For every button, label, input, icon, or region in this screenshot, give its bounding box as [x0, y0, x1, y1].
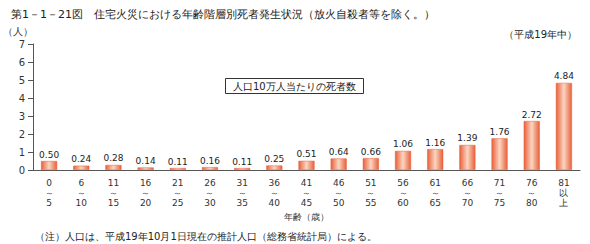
svg-text:～: ～: [495, 188, 504, 198]
svg-text:55: 55: [365, 198, 376, 208]
svg-text:6: 6: [19, 57, 25, 68]
svg-text:0.64: 0.64: [329, 147, 349, 157]
svg-text:80: 80: [526, 198, 538, 208]
svg-text:～: ～: [205, 188, 214, 198]
svg-text:81: 81: [558, 178, 569, 188]
svg-text:0.28: 0.28: [103, 153, 123, 163]
svg-text:～: ～: [141, 188, 150, 198]
svg-text:（人）: （人）: [3, 26, 33, 37]
svg-text:第1－1－21図 住宅火災における年齢階層別死者発生状況（放: 第1－1－21図 住宅火災における年齢階層別死者発生状況（放火自殺者等を除く。）: [11, 8, 435, 21]
svg-text:15: 15: [108, 198, 119, 208]
svg-text:71: 71: [494, 178, 505, 188]
svg-text:～: ～: [173, 188, 182, 198]
svg-text:0.24: 0.24: [71, 154, 91, 164]
svg-text:66: 66: [462, 178, 474, 188]
svg-text:3: 3: [19, 111, 25, 122]
svg-text:1.39: 1.39: [457, 133, 477, 143]
svg-text:1.76: 1.76: [490, 127, 510, 137]
svg-text:65: 65: [429, 198, 440, 208]
svg-text:1.16: 1.16: [425, 138, 445, 148]
svg-text:～: ～: [302, 188, 311, 198]
svg-text:51: 51: [365, 178, 376, 188]
svg-text:～: ～: [109, 188, 118, 198]
svg-text:0.50: 0.50: [39, 150, 59, 160]
svg-text:0: 0: [19, 165, 25, 176]
svg-text:～: ～: [399, 188, 408, 198]
svg-text:4.84: 4.84: [554, 71, 574, 81]
svg-text:年齢（歳）: 年齢（歳）: [284, 212, 329, 222]
svg-text:0.16: 0.16: [200, 156, 220, 166]
svg-text:11: 11: [108, 178, 119, 188]
svg-text:0.14: 0.14: [136, 156, 156, 166]
svg-text:20: 20: [140, 198, 152, 208]
svg-text:～: ～: [334, 188, 343, 198]
svg-text:～: ～: [238, 188, 247, 198]
svg-text:45: 45: [301, 198, 312, 208]
svg-text:4: 4: [19, 93, 25, 104]
svg-text:36: 36: [269, 178, 281, 188]
svg-text:50: 50: [333, 198, 345, 208]
svg-text:～: ～: [270, 188, 279, 198]
svg-text:56: 56: [397, 178, 409, 188]
svg-text:～: ～: [366, 188, 375, 198]
svg-text:60: 60: [397, 198, 409, 208]
svg-text:21: 21: [172, 178, 183, 188]
svg-text:75: 75: [494, 198, 505, 208]
svg-text:6: 6: [78, 178, 84, 188]
svg-text:（注）人口は、平成19年10月1日現在の推計人口（総務省統計: （注）人口は、平成19年10月1日現在の推計人口（総務省統計局）による。: [35, 231, 377, 242]
svg-text:0.51: 0.51: [296, 149, 316, 159]
svg-text:1.06: 1.06: [393, 139, 413, 149]
svg-text:0.66: 0.66: [361, 147, 381, 157]
svg-text:31: 31: [236, 178, 247, 188]
svg-text:10: 10: [76, 198, 88, 208]
svg-text:25: 25: [172, 198, 183, 208]
svg-text:41: 41: [301, 178, 312, 188]
svg-text:61: 61: [429, 178, 440, 188]
svg-text:0.11: 0.11: [168, 157, 188, 167]
svg-text:～: ～: [77, 188, 86, 198]
svg-text:26: 26: [204, 178, 216, 188]
svg-text:5: 5: [19, 75, 25, 86]
svg-text:上: 上: [559, 198, 568, 208]
svg-text:0.25: 0.25: [264, 154, 284, 164]
svg-text:0: 0: [46, 178, 52, 188]
svg-text:以: 以: [559, 188, 568, 198]
svg-text:0.11: 0.11: [232, 157, 252, 167]
svg-text:76: 76: [526, 178, 538, 188]
svg-text:2: 2: [19, 129, 25, 140]
svg-text:2.72: 2.72: [522, 110, 542, 120]
svg-text:（平成19年中）: （平成19年中）: [504, 29, 577, 40]
svg-text:～: ～: [45, 188, 54, 198]
svg-text:46: 46: [333, 178, 345, 188]
svg-text:5: 5: [46, 198, 52, 208]
svg-text:～: ～: [463, 188, 472, 198]
svg-text:1: 1: [19, 147, 25, 158]
svg-text:7: 7: [19, 39, 25, 50]
svg-text:40: 40: [269, 198, 281, 208]
svg-text:～: ～: [527, 188, 536, 198]
svg-text:35: 35: [236, 198, 247, 208]
svg-text:人口10万人当たりの死者数: 人口10万人当たりの死者数: [233, 81, 356, 92]
svg-text:～: ～: [431, 188, 440, 198]
svg-text:16: 16: [140, 178, 152, 188]
svg-text:30: 30: [204, 198, 216, 208]
svg-text:70: 70: [462, 198, 474, 208]
